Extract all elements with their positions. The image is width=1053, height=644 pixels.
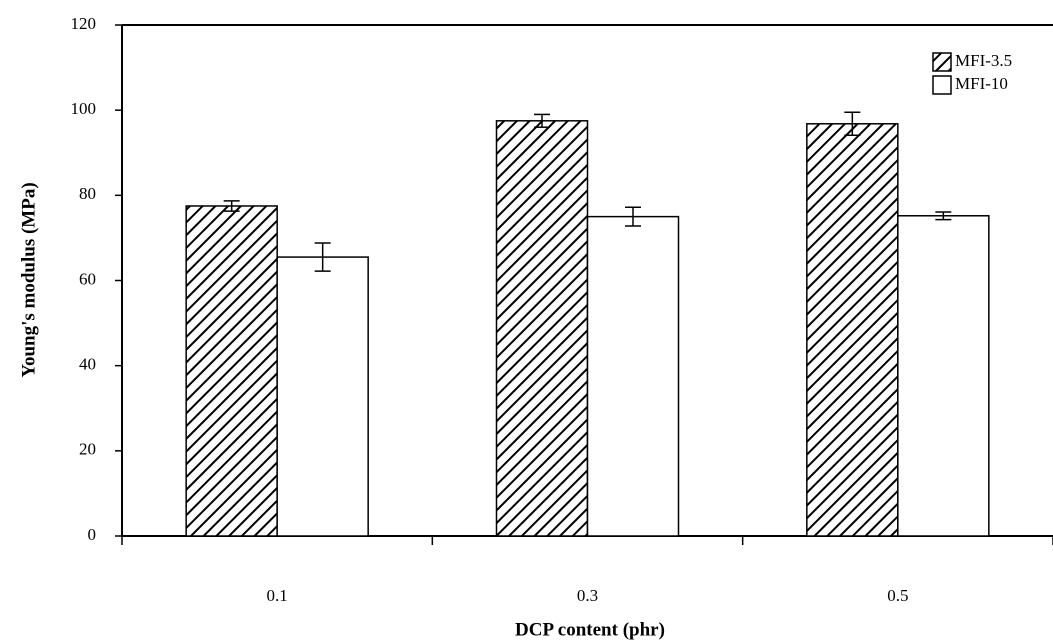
y-tick-label: 0 — [88, 525, 97, 544]
x-tick-label: 0.1 — [267, 586, 288, 605]
y-tick-label: 20 — [79, 440, 96, 459]
error-bar — [625, 206, 641, 227]
bar — [586, 215, 680, 537]
legend-label: MFI-10 — [955, 74, 1008, 93]
y-tick-label: 120 — [71, 14, 97, 33]
bar — [276, 256, 369, 537]
y-tick-label: 40 — [79, 355, 96, 374]
error-bar — [314, 242, 331, 272]
y-axis-title: Young's modulus (MPa) — [18, 182, 39, 377]
bar — [495, 120, 589, 537]
bar — [806, 123, 899, 537]
bar — [185, 205, 278, 537]
error-bar — [844, 111, 861, 137]
x-tick-label: 0.3 — [577, 586, 598, 605]
y-tick-label: 80 — [79, 184, 96, 203]
legend-swatch — [932, 75, 952, 95]
x-axis-title: DCP content (phr) — [515, 619, 665, 640]
y-tick-label: 100 — [71, 99, 97, 118]
error-bar — [223, 200, 240, 212]
error-bar — [935, 211, 952, 221]
legend-swatch — [932, 52, 952, 72]
bar — [897, 215, 990, 537]
y-tick-label: 60 — [79, 269, 96, 288]
legend-label: MFI-3.5 — [955, 51, 1012, 70]
error-bar — [534, 113, 550, 128]
x-tick-label: 0.5 — [887, 586, 908, 605]
